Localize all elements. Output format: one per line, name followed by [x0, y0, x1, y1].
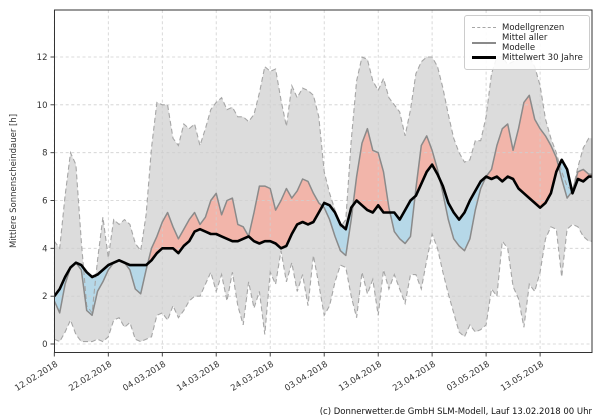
x-tick-label: 04.03.2018 — [121, 360, 168, 394]
x-tick-label: 03.05.2018 — [445, 360, 492, 394]
legend-item-mittelwert-30-jahre: Mittelwert 30 Jahre — [472, 50, 583, 65]
model-below-normal-area — [439, 176, 487, 251]
model-lower-boundary-line — [54, 223, 592, 343]
x-tick-label: 12.02.2018 — [13, 360, 60, 394]
y-axis-title: Mittlere Sonnenscheindauer [h] — [9, 113, 19, 249]
legend-label: Mittel aller Modelle — [502, 32, 548, 53]
x-tick-label: 24.03.2018 — [229, 360, 276, 394]
model-range-area — [54, 54, 592, 342]
legend-item-mittel-aller-modelle: Mittel aller Modelle — [472, 32, 583, 53]
y-tick-label: 8 — [42, 149, 47, 159]
mean-lines — [54, 94, 592, 317]
y-tick-label: 10 — [37, 101, 48, 111]
model-mean-line — [54, 94, 592, 317]
black-line-icon — [472, 56, 496, 59]
x-axis: 12.02.2018 22.02.2018 04.03.2018 14.03.2018… — [13, 352, 546, 394]
y-tick-label: 0 — [42, 340, 47, 350]
model-above-normal-area — [353, 128, 390, 213]
model-above-normal-area — [248, 179, 323, 249]
x-tick-label: 22.02.2018 — [67, 360, 114, 394]
x-tick-label: 23.04.2018 — [391, 360, 438, 394]
legend-item-modellgrenzen: Modellgrenzen — [472, 20, 583, 35]
legend-label: Modellgrenzen — [502, 22, 565, 33]
model-below-normal-area — [390, 196, 415, 244]
plot-border — [54, 9, 593, 353]
x-tick-label: 13.04.2018 — [337, 360, 384, 394]
model-envelope-band — [54, 54, 592, 342]
gray-line-icon — [472, 41, 496, 44]
x-tick-label: 03.04.2018 — [283, 360, 330, 394]
model-below-normal-area — [322, 202, 353, 256]
x-tick-label: 14.03.2018 — [175, 360, 222, 394]
y-tick-label: 12 — [37, 53, 48, 63]
legend-label: Mittelwert 30 Jahre — [502, 52, 583, 63]
model-below-normal-area — [558, 159, 572, 199]
legend: Modellgrenzen Mittel aller Modelle Mitte… — [464, 15, 590, 70]
climate-mean-line — [54, 158, 592, 297]
y-tick-label: 2 — [42, 292, 47, 302]
dashed-line-icon — [472, 27, 496, 28]
y-tick-label: 4 — [42, 244, 47, 254]
y-tick-label: 6 — [42, 197, 47, 207]
x-tick-label: 13.05.2018 — [499, 360, 546, 394]
copyright-text: (c) Donnerwetter.de GmbH SLM-Modell, Lau… — [319, 407, 592, 417]
y-axis: 0 2 4 6 8 10 12 — [37, 53, 55, 350]
